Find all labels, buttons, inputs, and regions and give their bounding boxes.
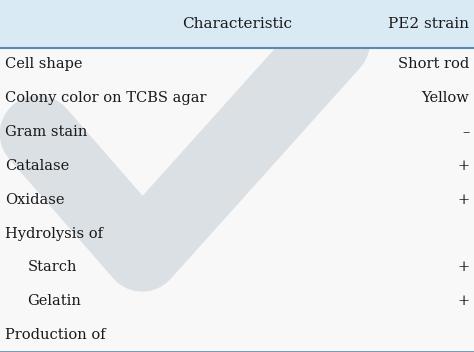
- Text: Colony color on TCBS agar: Colony color on TCBS agar: [5, 91, 206, 105]
- Text: Gelatin: Gelatin: [27, 294, 82, 308]
- Text: PE2 strain: PE2 strain: [388, 17, 469, 31]
- Text: Production of: Production of: [5, 328, 105, 342]
- Text: Oxidase: Oxidase: [5, 193, 64, 207]
- Text: –: –: [462, 125, 469, 139]
- Text: Gram stain: Gram stain: [5, 125, 87, 139]
- FancyBboxPatch shape: [0, 0, 474, 48]
- Text: Hydrolysis of: Hydrolysis of: [5, 227, 103, 240]
- Text: +: +: [457, 260, 469, 275]
- Text: Characteristic: Characteristic: [182, 17, 292, 31]
- Text: +: +: [457, 294, 469, 308]
- Text: +: +: [457, 193, 469, 207]
- Text: Starch: Starch: [27, 260, 77, 275]
- Text: Cell shape: Cell shape: [5, 57, 82, 71]
- Text: +: +: [457, 159, 469, 173]
- Text: Short rod: Short rod: [398, 57, 469, 71]
- Text: Catalase: Catalase: [5, 159, 69, 173]
- Text: Yellow: Yellow: [421, 91, 469, 105]
